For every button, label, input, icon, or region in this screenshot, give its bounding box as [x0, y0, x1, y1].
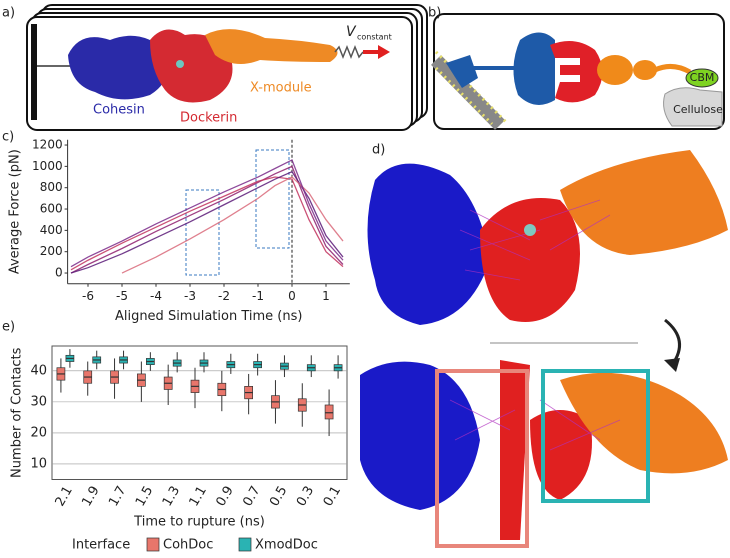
x-module-label: X-module: [250, 81, 312, 96]
legend-swatch: [146, 537, 160, 552]
legend-label: CohDoc: [163, 538, 213, 553]
x-tick-label: 0.3: [294, 484, 317, 509]
force-line: [70, 159, 344, 268]
plot-area: [51, 345, 348, 480]
legend-swatch: [238, 537, 252, 552]
x-tick-label: 1.9: [79, 484, 102, 509]
x-tick-label: 1.7: [106, 484, 129, 509]
cbm-label: CBM: [690, 71, 715, 84]
y-tick-label: 0: [55, 266, 63, 280]
y-tick-label: 20: [30, 425, 47, 440]
x-tick-label: 1.5: [133, 484, 156, 509]
dockerin-label: Dockerin: [180, 111, 237, 126]
legend-label: XmodDoc: [255, 538, 318, 553]
panel-label: b): [428, 6, 441, 21]
panel-label: d): [372, 143, 385, 158]
y-tick-label: 1000: [32, 159, 63, 173]
panel-label: a): [2, 6, 15, 21]
x-tick-label: -4: [150, 289, 162, 303]
y-tick-label: 1200: [32, 138, 63, 152]
force-line: [121, 176, 344, 274]
y-tick-label: 200: [40, 244, 63, 258]
y-tick-label: 30: [30, 394, 47, 409]
x-tick-label: -3: [184, 289, 196, 303]
x-tick-label: 0: [288, 289, 296, 303]
panel-b: CBM Cellulose: [431, 13, 725, 130]
panel-d: [360, 150, 728, 548]
x-tick-label: -6: [82, 289, 94, 303]
y-tick-label: 40: [30, 363, 47, 378]
x-tick-label: 1.3: [160, 484, 183, 509]
x-tick-label: -5: [116, 289, 128, 303]
cellulose-label: Cellulose: [673, 103, 723, 116]
x-tick-label: 0.9: [213, 484, 236, 509]
x-tick-label: 1.1: [187, 484, 210, 509]
x-tick-label: 2.1: [53, 484, 76, 509]
x-axis-label: Aligned Simulation Time (ns): [115, 309, 302, 324]
y-axis-label: Number of Contacts: [10, 347, 25, 478]
x-tick-label: 1: [322, 289, 330, 303]
window: [185, 189, 220, 276]
x-tick-label: 0.5: [267, 484, 290, 509]
box: [324, 404, 334, 420]
window: [255, 149, 290, 249]
force-line: [70, 176, 344, 271]
panel-label: e): [2, 320, 15, 335]
force-line: [70, 170, 344, 274]
panel-a: Cohesin Dockerin X-module V constant: [26, 4, 428, 131]
y-tick-label: 800: [40, 180, 63, 194]
x-axis-label: Time to rupture (ns): [133, 515, 265, 530]
y-tick-label: 600: [40, 202, 63, 216]
cohesin-label: Cohesin: [93, 103, 145, 118]
y-tick-label: 400: [40, 223, 63, 237]
x-tick-label: 0.7: [240, 484, 263, 509]
x-tick-label: -2: [218, 289, 230, 303]
x-tick-label: 0.1: [321, 484, 344, 509]
force-line: [70, 165, 344, 274]
x-tick-label: -1: [252, 289, 264, 303]
velocity-label: V: [346, 24, 357, 40]
velocity-subscript: constant: [357, 33, 392, 42]
y-tick-label: 10: [30, 456, 47, 471]
legend-title: Interface: [72, 538, 130, 553]
y-axis-label: Average Force (pN): [8, 149, 23, 274]
panel-label: c): [2, 130, 14, 145]
